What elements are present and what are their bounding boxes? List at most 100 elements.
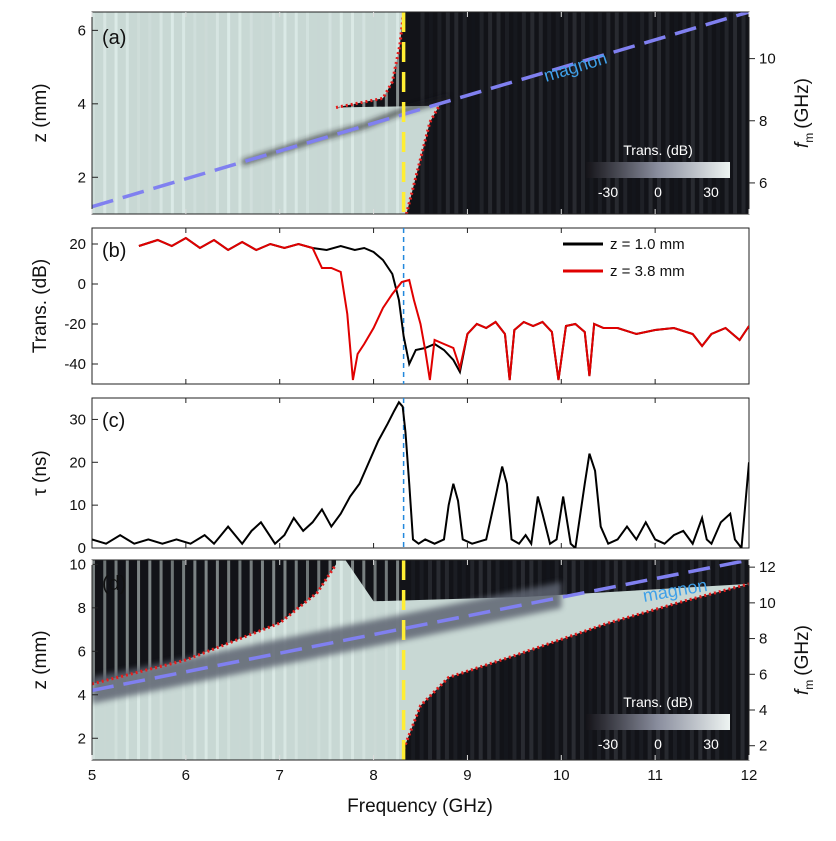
heatmap-stripe bbox=[546, 560, 551, 760]
y-axis-label-d: z (mm) bbox=[30, 630, 51, 689]
y-axis-label-a: z (mm) bbox=[30, 83, 51, 142]
colorbar-d-tick: 30 bbox=[703, 736, 719, 752]
heatmap-light-stripe bbox=[283, 12, 287, 214]
y-tick-label: 20 bbox=[69, 236, 86, 253]
heatmap-stripe bbox=[605, 560, 610, 760]
x-tick-label: 12 bbox=[741, 767, 758, 784]
x-ticks-d: 5 6 7 8 9 10 11 12 bbox=[88, 560, 758, 784]
colorbar-a-tick: 30 bbox=[703, 184, 719, 200]
heatmap-light-stripe bbox=[103, 560, 107, 760]
heatmap-light-stripe bbox=[362, 12, 366, 214]
right-y-ticks-d: 2 4 6 8 10 12 bbox=[749, 559, 776, 755]
heatmap-stripe bbox=[521, 12, 526, 214]
axes-frame-c bbox=[91, 397, 750, 549]
panel-b: -40 -20 0 20 (b) z = 1.0 mm z = 3.8 mm Tran… bbox=[30, 227, 750, 385]
heatmap-stripe bbox=[572, 12, 577, 214]
heatmap-stripe bbox=[672, 560, 677, 760]
heatmap-stripe bbox=[529, 560, 534, 760]
heatmap-light-stripe bbox=[238, 12, 242, 214]
x-tick-label: 7 bbox=[276, 767, 284, 784]
heatmap-a-stripes bbox=[420, 12, 746, 214]
panel-label-c: (c) bbox=[102, 410, 125, 432]
heatmap-light-stripe bbox=[137, 12, 141, 214]
heatmap-stripe bbox=[657, 12, 662, 214]
right-y-tick-label: 10 bbox=[759, 595, 776, 612]
heatmap-stripe bbox=[733, 12, 738, 214]
heatmap-light-stripe bbox=[384, 12, 388, 214]
y-tick-label: 4 bbox=[78, 96, 86, 113]
heatmap-light-stripe bbox=[272, 12, 276, 214]
series-line-z3p8mm bbox=[138, 236, 749, 381]
heatmap-stripe bbox=[496, 12, 501, 214]
heatmap-stripe bbox=[623, 12, 628, 214]
heatmap-light-stripe bbox=[373, 12, 377, 214]
x-ticks-a bbox=[91, 12, 750, 214]
heatmap-stripe bbox=[614, 12, 619, 214]
right-y-tick-label: 8 bbox=[759, 113, 767, 130]
heatmap-stripe bbox=[689, 560, 694, 760]
series-line-delay bbox=[92, 400, 749, 548]
right-y-tick-label: 2 bbox=[759, 738, 767, 755]
x-ticks-c bbox=[91, 398, 750, 548]
right-y-axis-label-d-unit: (GHz) bbox=[792, 625, 813, 676]
heatmap-light-stripe bbox=[159, 12, 163, 214]
heatmap-stripe bbox=[673, 12, 678, 214]
heatmap-stripe bbox=[682, 12, 687, 214]
axes-frame-d bbox=[91, 559, 750, 761]
y-tick-label: 6 bbox=[78, 22, 86, 39]
heatmap-stripe bbox=[699, 12, 704, 214]
heatmap-light-stripe bbox=[362, 560, 366, 760]
y-ticks-b: -40 -20 0 20 bbox=[64, 236, 98, 373]
heatmap-stripe bbox=[479, 12, 484, 214]
heatmap-light-stripe bbox=[170, 560, 174, 760]
colorbar-d-title: Trans. (dB) bbox=[623, 694, 693, 710]
colorbar-a-tick: 0 bbox=[654, 184, 662, 200]
heatmap-stripe bbox=[656, 560, 661, 760]
y-tick-label: 0 bbox=[78, 540, 86, 557]
panel-c: 0 10 20 30 (c) τ (ns) bbox=[30, 397, 750, 557]
heatmap-stripe bbox=[647, 560, 652, 760]
heatmap-stripe bbox=[462, 12, 467, 214]
heatmap-stripe bbox=[504, 560, 509, 760]
heatmap-stripe bbox=[715, 560, 720, 760]
heatmap-stripe bbox=[648, 12, 653, 214]
x-tick-label: 10 bbox=[553, 767, 570, 784]
y-tick-label: 30 bbox=[69, 411, 86, 428]
magnon-line-a bbox=[92, 12, 749, 209]
heatmap-light-stripe bbox=[373, 560, 377, 760]
heatmap-light-stripe bbox=[114, 560, 118, 760]
dispersion-curve-a-lower bbox=[335, 12, 406, 109]
heatmap-light-stripe bbox=[351, 560, 355, 760]
right-y-tick-label: 10 bbox=[759, 51, 776, 68]
heatmap-stripe bbox=[706, 560, 711, 760]
heatmap-a-light-stripes bbox=[92, 12, 400, 214]
panel-label-b: (b) bbox=[102, 240, 126, 262]
heatmap-stripe bbox=[571, 560, 576, 760]
heatmap-stripe bbox=[630, 560, 635, 760]
colorbar-a: Trans. (dB) -30 0 30 bbox=[586, 142, 730, 200]
dispersion-curve-d-upper bbox=[402, 582, 749, 750]
heatmap-light-stripe bbox=[159, 560, 163, 760]
right-y-axis-label-a: fm (GHz) bbox=[792, 78, 816, 148]
heatmap-light-stripe bbox=[260, 12, 264, 214]
heatmap-light-stripe bbox=[328, 12, 332, 214]
colorbar-a-gradient bbox=[586, 162, 730, 178]
heatmap-light-stripe bbox=[182, 12, 186, 214]
heatmap-stripe bbox=[596, 560, 601, 760]
legend-entry-z1mm: z = 1.0 mm bbox=[610, 236, 685, 253]
heatmap-stripe bbox=[504, 12, 509, 214]
heatmap-stripe bbox=[512, 560, 517, 760]
heatmap-stripe bbox=[613, 560, 618, 760]
heatmap-stripe bbox=[530, 12, 535, 214]
heatmap-light-stripe bbox=[215, 12, 219, 214]
heatmap-stripe bbox=[538, 12, 543, 214]
heatmap-light-stripe bbox=[125, 12, 129, 214]
x-tick-label: 11 bbox=[647, 767, 663, 784]
colorbar-d-tick: 0 bbox=[654, 736, 662, 752]
heatmap-stripe bbox=[741, 12, 746, 214]
heatmap-stripe bbox=[488, 12, 493, 214]
y-ticks-c: 0 10 20 30 bbox=[69, 411, 98, 557]
y-tick-label: 20 bbox=[69, 454, 86, 471]
right-y-axis-label-a-sub: m bbox=[802, 133, 816, 143]
